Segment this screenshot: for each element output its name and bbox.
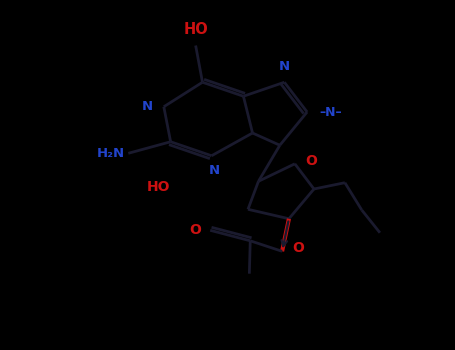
Text: O: O	[189, 223, 201, 237]
Text: O: O	[305, 154, 317, 168]
Text: H₂N: H₂N	[96, 147, 125, 160]
Text: HO: HO	[183, 22, 208, 37]
Text: HO: HO	[147, 180, 171, 194]
Text: N: N	[279, 61, 290, 74]
Text: N: N	[142, 100, 152, 113]
Text: N: N	[208, 164, 219, 177]
Text: O: O	[292, 241, 304, 255]
Text: –N–: –N–	[320, 105, 343, 119]
